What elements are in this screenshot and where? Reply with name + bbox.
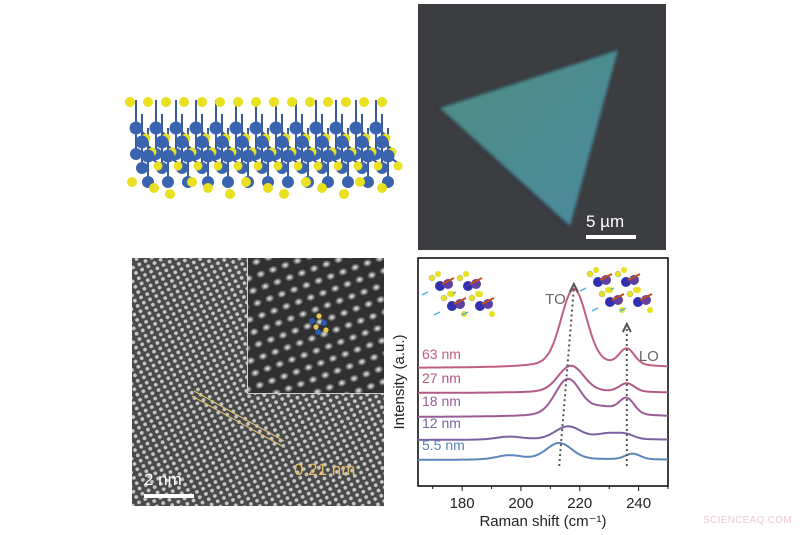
phonon-mode-illustration xyxy=(579,267,653,313)
plot-frame xyxy=(417,257,669,487)
lattice-illustration xyxy=(125,97,403,199)
spectrum-line xyxy=(418,287,668,369)
atom-chalcogen xyxy=(316,313,322,319)
hrtem-image: 0.21 nm 2 nm xyxy=(132,258,384,506)
watermark: SCIENCEAQ.COM xyxy=(703,515,792,526)
spectrum-line xyxy=(417,364,668,394)
series-label: 12 nm xyxy=(422,415,461,431)
atom-metal xyxy=(309,318,315,324)
raman-spectra-chart: 180 200 220 240 Raman shift (cm⁻¹) Intensity … xyxy=(360,255,680,530)
x-tick-label: 180 xyxy=(450,495,475,512)
crystal-structure-model xyxy=(118,88,404,206)
lattice-atoms xyxy=(125,97,403,199)
optical-scale-label: 5 µm xyxy=(586,212,625,231)
x-tick-label: 220 xyxy=(567,495,592,512)
arrow-up-icon xyxy=(568,281,579,293)
optical-scale-bar xyxy=(586,235,636,239)
y-axis-label: Intensity (a.u.) xyxy=(391,334,408,429)
spectrum-line xyxy=(418,425,668,441)
raman-plot: 180 200 220 240 Raman shift (cm⁻¹) Intensity … xyxy=(391,257,669,530)
x-axis-label: Raman shift (cm⁻¹) xyxy=(479,513,606,530)
tem-scale-bar xyxy=(144,494,194,498)
filtered-lattice xyxy=(248,258,384,393)
series-label: 5.5 nm xyxy=(422,437,465,453)
to-label: TO xyxy=(545,291,566,308)
series-label: 63 nm xyxy=(422,346,461,362)
lo-label: LO xyxy=(639,348,659,365)
x-tick-label: 200 xyxy=(508,495,533,512)
x-tick-label: 240 xyxy=(626,495,651,512)
tem-inset-filtered xyxy=(247,258,384,394)
series-label: 18 nm xyxy=(422,393,461,409)
triangular-flake xyxy=(438,48,618,228)
spectrum-line xyxy=(417,377,668,418)
tem-scale-label: 2 nm xyxy=(144,470,182,489)
arrow-up-icon xyxy=(621,321,632,333)
lattice-spacing-label: 0.21 nm xyxy=(294,460,356,479)
optical-micrograph: 5 µm xyxy=(418,4,666,250)
phonon-mode-illustration xyxy=(421,271,495,317)
series-label: 27 nm xyxy=(422,370,461,386)
